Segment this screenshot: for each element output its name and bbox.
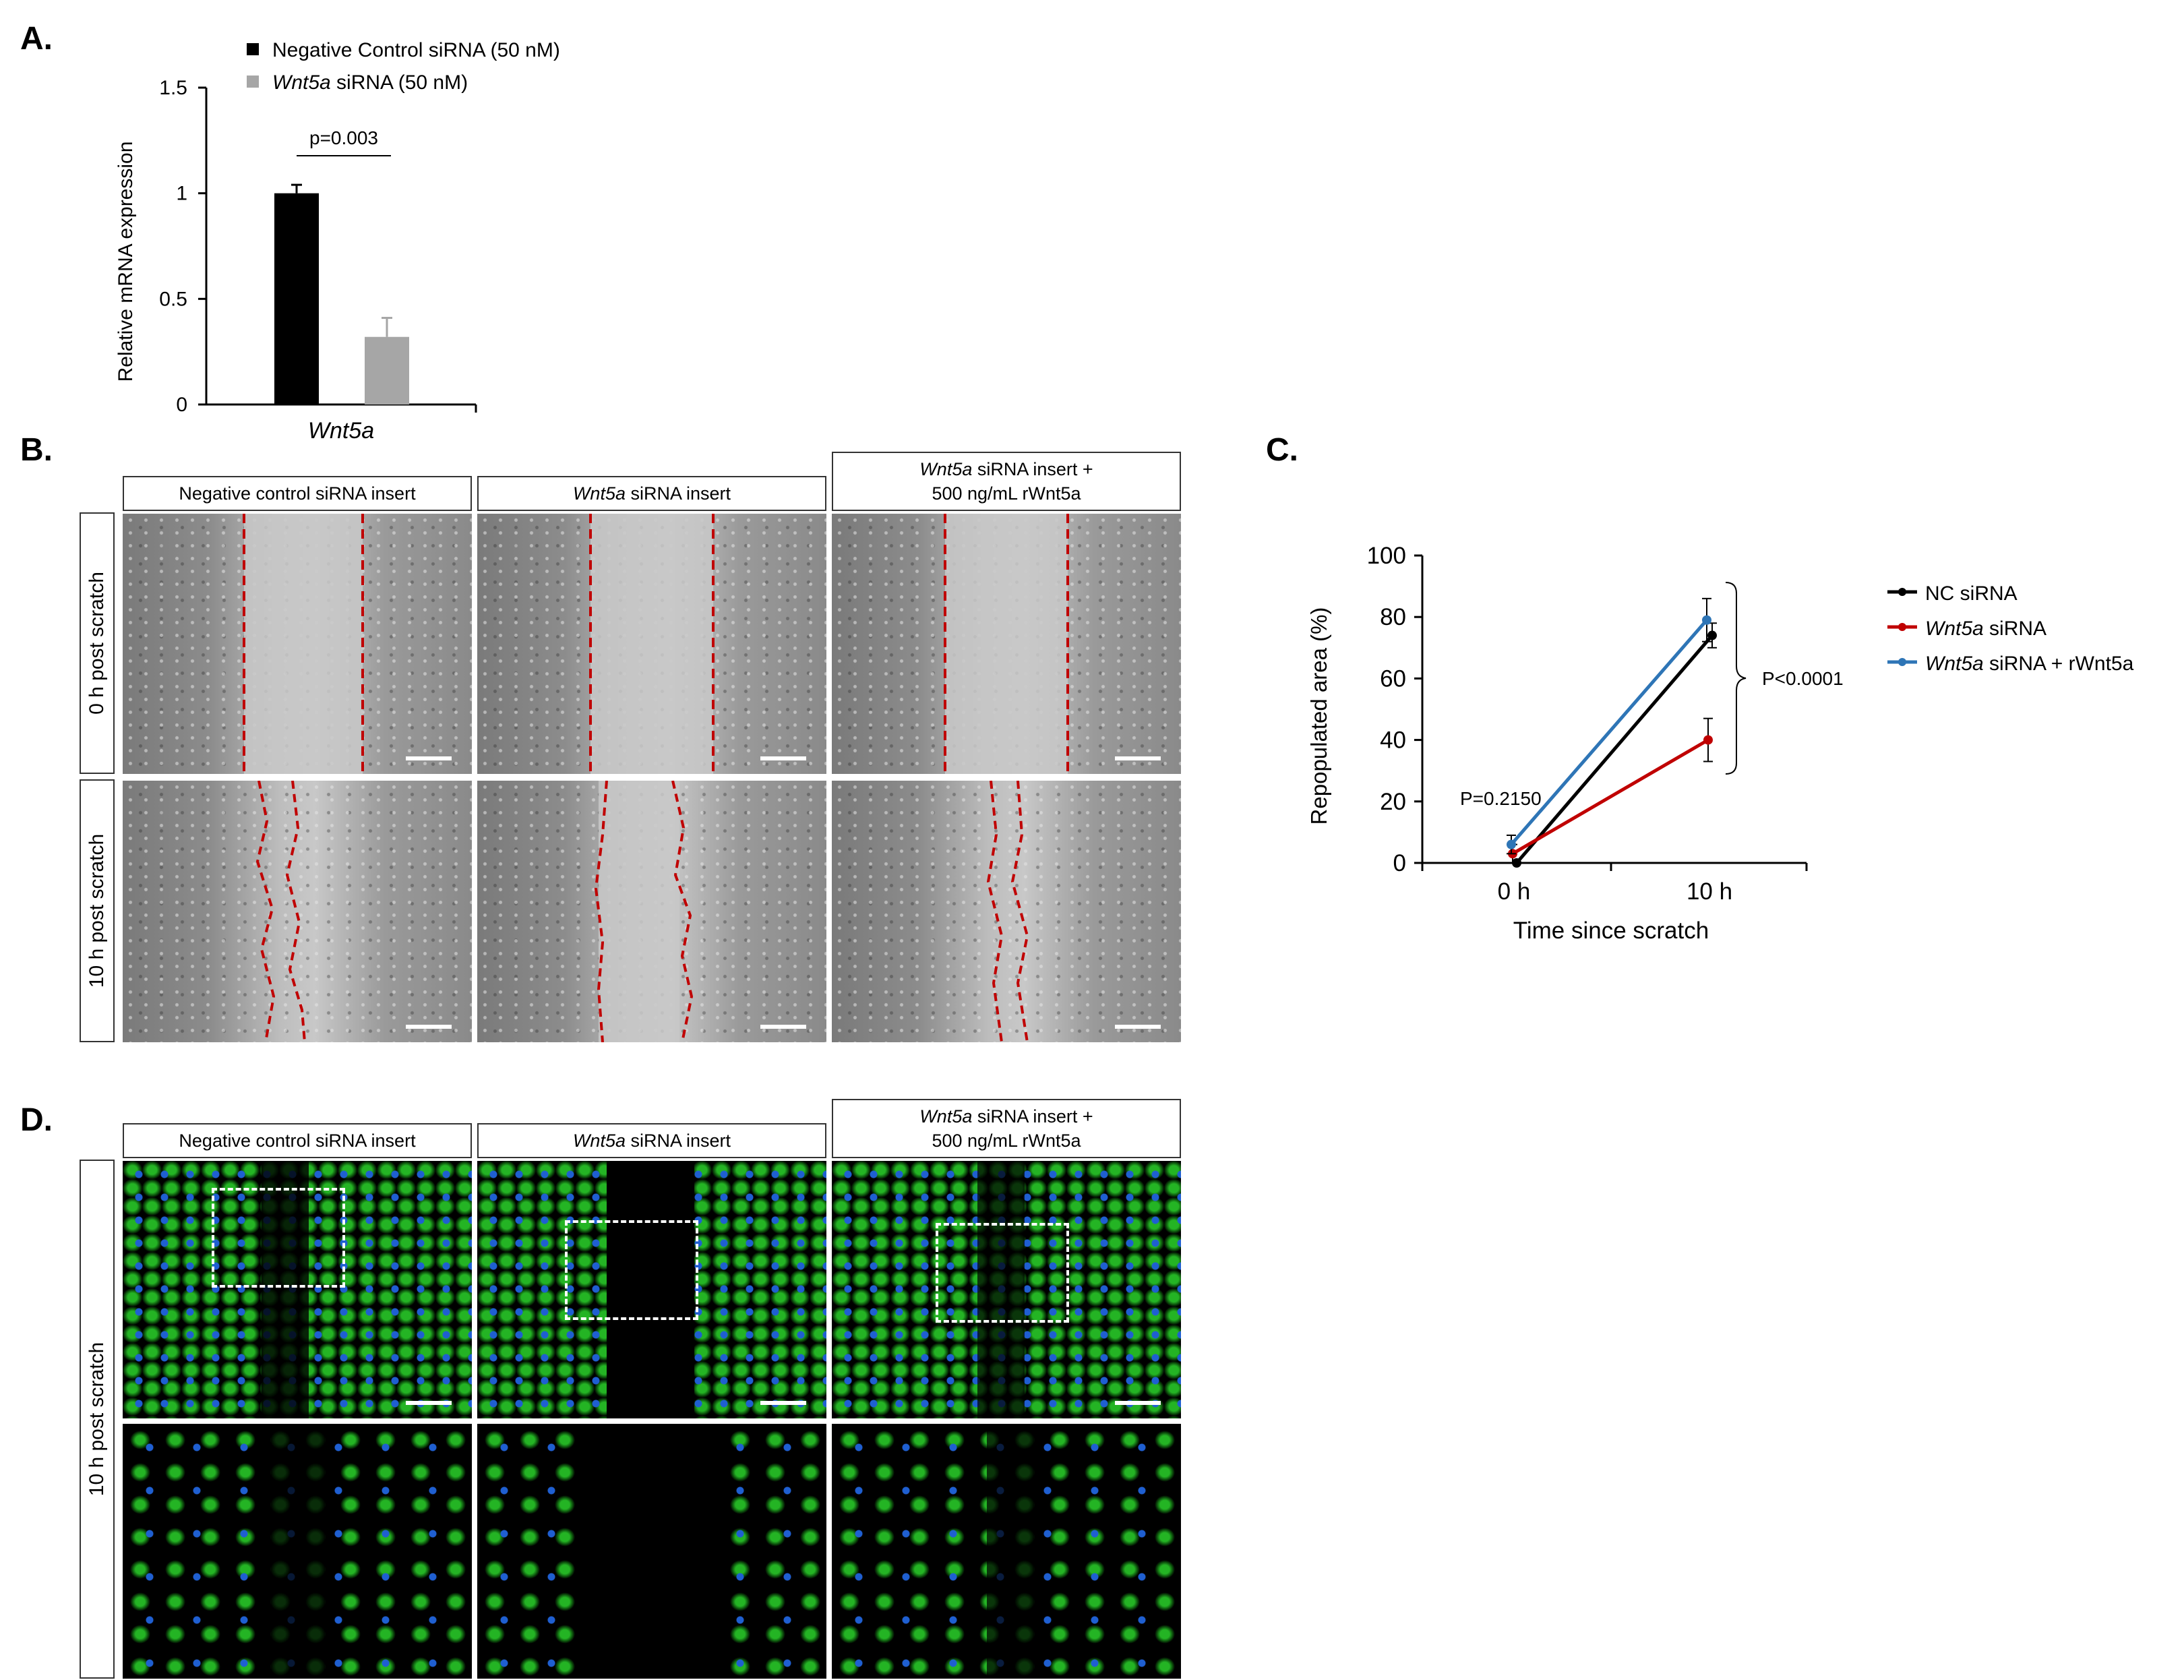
chart-c-bracket [1725, 582, 1747, 775]
legend-label-nc: NC siRNA [1925, 582, 2018, 605]
legend-swatch-nc [247, 43, 259, 55]
legend-marker-nc [1898, 588, 1906, 596]
panel-b-row-label-0h: 0 h post scratch [80, 512, 115, 774]
chart-c-ytick-label: 80 [1380, 604, 1406, 630]
scale-bar [1115, 756, 1161, 760]
fluorescence-rescue-overview [832, 1161, 1181, 1418]
scale-bar [406, 1401, 452, 1405]
chart-c-legend: NC siRNA Wnt5a siRNA Wnt5a siRNA + rWnt5… [1887, 582, 2134, 675]
wound-edge-left [255, 781, 276, 1042]
panel-d-header-wnt5a: Wnt5a siRNA insert [477, 1123, 826, 1158]
legend-label-nc: Negative Control siRNA (50 nM) [272, 39, 560, 61]
wound-edge-left [594, 781, 608, 1042]
chart-a-bar-1 [365, 336, 409, 404]
chart-a: Negative Control siRNA (50 nM) Wnt5a siR… [115, 39, 560, 444]
legend-label-rescue: Wnt5a siRNA + rWnt5a [1925, 653, 2134, 675]
fluorescence-wnt5a-overview [477, 1161, 826, 1418]
chart-c-series-line-0 [1515, 634, 1713, 864]
micrograph-wnt5a-10h [477, 781, 826, 1042]
zoom-region-box [212, 1188, 345, 1288]
scale-bar [760, 1025, 806, 1029]
scale-bar [760, 756, 806, 760]
zoom-region-box [565, 1220, 698, 1320]
chart-c: Repopulated area (%) 0 20 40 60 80 100 0 h 10 h… [1306, 543, 2134, 944]
chart-c-point-1-1 [1703, 735, 1713, 745]
chart-c-point-0-1 [1707, 630, 1717, 640]
chart-a-ytick-label: 0 [176, 394, 187, 416]
micrograph-rescue-0h [832, 514, 1181, 774]
fluorescence-wnt5a-zoom [477, 1424, 826, 1679]
micrograph-wnt5a-0h [477, 514, 826, 774]
chart-c-ytick-label: 60 [1380, 665, 1406, 692]
panel-letter-a: A. [20, 21, 53, 57]
fluorescence-nc-zoom [123, 1424, 472, 1679]
chart-c-ytick-label: 40 [1380, 727, 1406, 754]
panel-b-row-label-10h: 10 h post scratch [80, 779, 115, 1042]
panel-letter-d: D. [20, 1102, 53, 1138]
panel-d-header-nc: Negative control siRNA insert [123, 1123, 472, 1158]
panel-b-header-rescue: Wnt5a siRNA insert +500 ng/mL rWnt5a [832, 452, 1181, 511]
legend-swatch-wnt5a [247, 76, 259, 88]
wound-edge-left [986, 781, 1004, 1042]
chart-a-bar-0 [274, 193, 319, 404]
legend-marker-rescue [1898, 658, 1906, 666]
scale-bar [1115, 1025, 1161, 1029]
scale-bar [1115, 1401, 1161, 1405]
panel-letter-c: C. [1266, 432, 1298, 468]
chart-c-pvalue-0h: P=0.2150 [1460, 788, 1542, 809]
legend-label-wnt5a: Wnt5a siRNA [1925, 618, 2046, 640]
fluorescence-rescue-zoom [832, 1424, 1181, 1679]
micrograph-nc-0h [123, 514, 472, 774]
fluorescence-nc-overview [123, 1161, 472, 1418]
panel-b-header-wnt5a: Wnt5a siRNA insert [477, 476, 826, 511]
chart-a-ytick-label: 0.5 [159, 288, 187, 310]
scale-bar [406, 756, 452, 760]
chart-c-series-line-1 [1511, 738, 1709, 856]
scale-bar [760, 1401, 806, 1405]
chart-a-ytick-label: 1 [176, 183, 187, 205]
wound-edge-right [671, 781, 694, 1042]
legend-label-wnt5a: Wnt5a siRNA (50 nM) [272, 71, 468, 94]
chart-c-pvalue-10h: P<0.0001 [1762, 668, 1844, 689]
legend-marker-wnt5a [1898, 623, 1906, 631]
chart-a-category-label: Wnt5a [308, 418, 374, 444]
panel-d-row-label: 10 h post scratch [80, 1160, 115, 1679]
chart-c-xlabel: Time since scratch [1513, 918, 1709, 944]
chart-c-xtick-label: 10 h [1687, 878, 1732, 905]
zoom-region-box [936, 1223, 1069, 1323]
chart-c-ytick-label: 100 [1367, 543, 1406, 569]
panel-d-header-rescue: Wnt5a siRNA insert +500 ng/mL rWnt5a [832, 1099, 1181, 1158]
chart-a-pvalue: p=0.003 [309, 127, 378, 148]
wound-edge-right [1010, 781, 1029, 1042]
micrograph-rescue-10h [832, 781, 1181, 1042]
chart-c-ytick-label: 20 [1380, 789, 1406, 815]
chart-a-ytick-label: 1.5 [159, 77, 187, 99]
chart-c-point-2-0 [1507, 839, 1516, 849]
chart-a-ylabel: Relative mRNA expression [115, 142, 137, 382]
chart-c-point-2-1 [1702, 615, 1711, 625]
chart-c-ylabel: Repopulated area (%) [1306, 607, 1331, 825]
chart-c-series-line-2 [1510, 619, 1708, 846]
micrograph-nc-10h [123, 781, 472, 1042]
chart-c-ytick-label: 0 [1393, 850, 1406, 876]
panel-b-header-nc: Negative control siRNA insert [123, 476, 472, 511]
wound-edge-right [285, 781, 306, 1042]
panel-letter-b: B. [20, 432, 53, 468]
scale-bar [406, 1025, 452, 1029]
chart-c-xtick-label: 0 h [1498, 878, 1531, 905]
